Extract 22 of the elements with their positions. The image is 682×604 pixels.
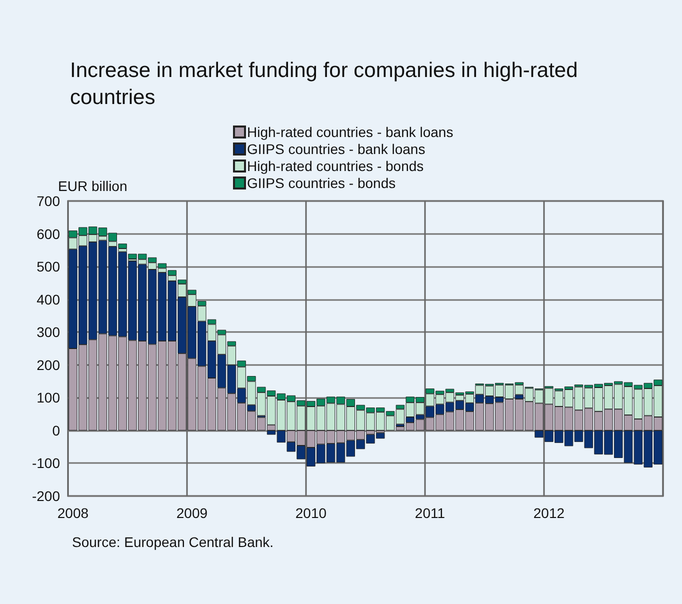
y-tick-label: 500 bbox=[36, 258, 60, 275]
legend-label: High-rated countries - bank loans bbox=[247, 124, 454, 140]
source-note: Source: European Central Bank. bbox=[72, 534, 274, 550]
legend-label: GIIPS countries - bank loans bbox=[247, 141, 426, 157]
chart-title: Increase in market funding for companies in high-rated countries bbox=[70, 59, 584, 109]
legend-label: High-rated countries - bonds bbox=[247, 158, 424, 174]
y-tick-label: 0 bbox=[52, 422, 60, 438]
y-axis-title: EUR billion bbox=[58, 178, 128, 194]
y-tick-label: 400 bbox=[36, 291, 60, 308]
y-tick-label: 600 bbox=[36, 226, 60, 242]
y-tick-label: 100 bbox=[36, 390, 60, 406]
legend-label: GIIPS countries - bonds bbox=[247, 175, 396, 191]
y-tick-label: 200 bbox=[36, 356, 60, 373]
x-tick-label: 2011 bbox=[414, 505, 446, 521]
y-tick-label: -200 bbox=[32, 488, 60, 504]
y-tick-label: 300 bbox=[36, 324, 60, 340]
x-tick-label: 2012 bbox=[533, 505, 565, 521]
y-tick-label: 700 bbox=[36, 193, 60, 209]
x-tick-label: 2010 bbox=[295, 505, 327, 521]
x-tick-label: 2009 bbox=[176, 505, 208, 521]
y-tick-label: -100 bbox=[32, 455, 60, 472]
x-tick-label: 2008 bbox=[57, 505, 89, 521]
